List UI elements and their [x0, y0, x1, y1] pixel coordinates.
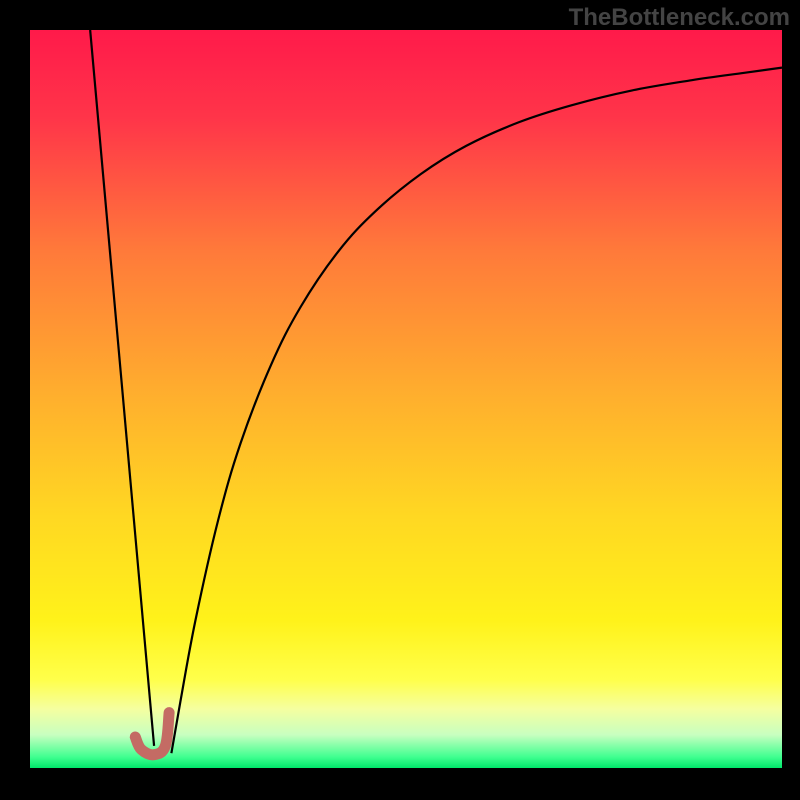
gradient-curve-chart — [30, 30, 782, 768]
plot-area — [30, 30, 782, 768]
watermark-text: TheBottleneck.com — [569, 4, 790, 32]
chart-container: TheBottleneck.com — [0, 0, 800, 800]
